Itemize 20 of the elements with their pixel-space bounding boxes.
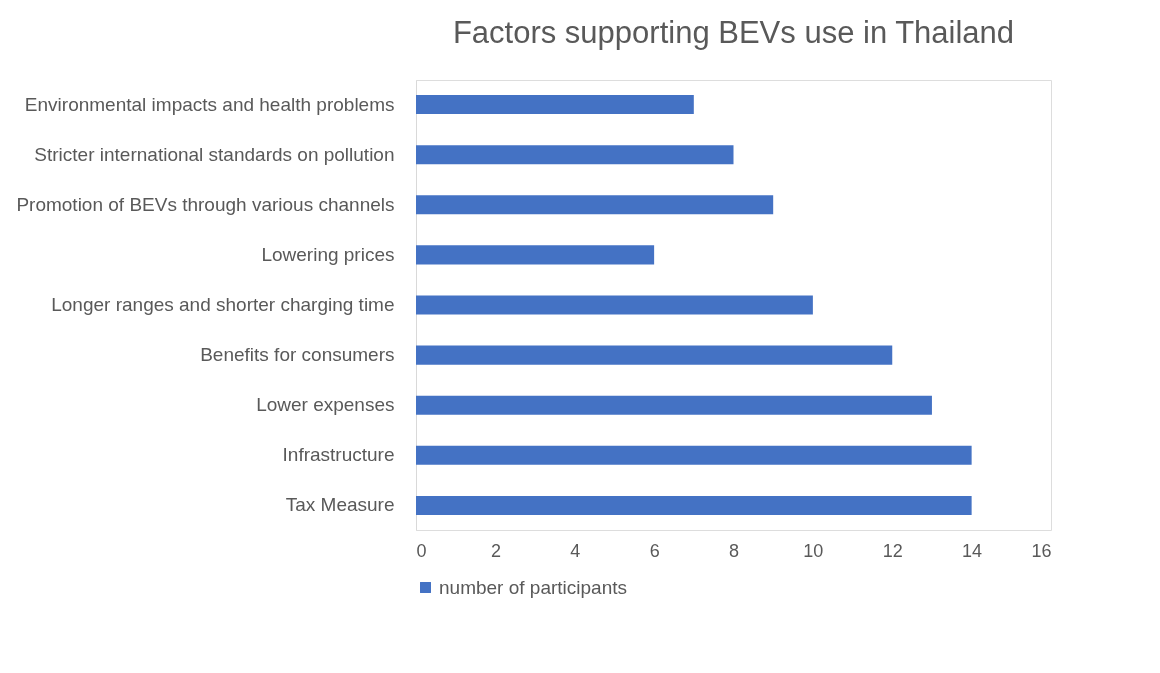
y-tick-label: Longer ranges and shorter charging time: [51, 294, 395, 315]
y-tick-label: Tax Measure: [285, 494, 395, 516]
y-tick-label: Lowering prices: [261, 243, 395, 265]
x-tick-label: 14: [962, 540, 983, 561]
legend-label: number of participants: [439, 576, 627, 598]
x-tick-label: 6: [649, 540, 660, 561]
chart-title: Factors supporting BEVs use in Thailand: [452, 15, 1015, 50]
x-tick-label: 4: [570, 540, 581, 561]
x-tick-label: 2: [490, 540, 501, 561]
x-tick-label: 8: [728, 540, 740, 561]
x-tick-label: 10: [803, 540, 824, 561]
y-tick-label: Benefits for consumers: [200, 344, 395, 366]
y-tick-label: Promotion of BEVs through various channels: [16, 193, 395, 215]
y-tick-label: Stricter international standards on pollution: [34, 143, 395, 165]
y-tick-label: Environmental impacts and health problems: [24, 93, 395, 115]
x-tick-label: 0: [416, 540, 427, 561]
x-tick-label: 12: [882, 540, 903, 561]
x-tick-label: 16: [1031, 540, 1052, 561]
y-tick-label: Lower expenses: [256, 394, 395, 416]
y-tick-label: Infrastructure: [282, 444, 395, 466]
